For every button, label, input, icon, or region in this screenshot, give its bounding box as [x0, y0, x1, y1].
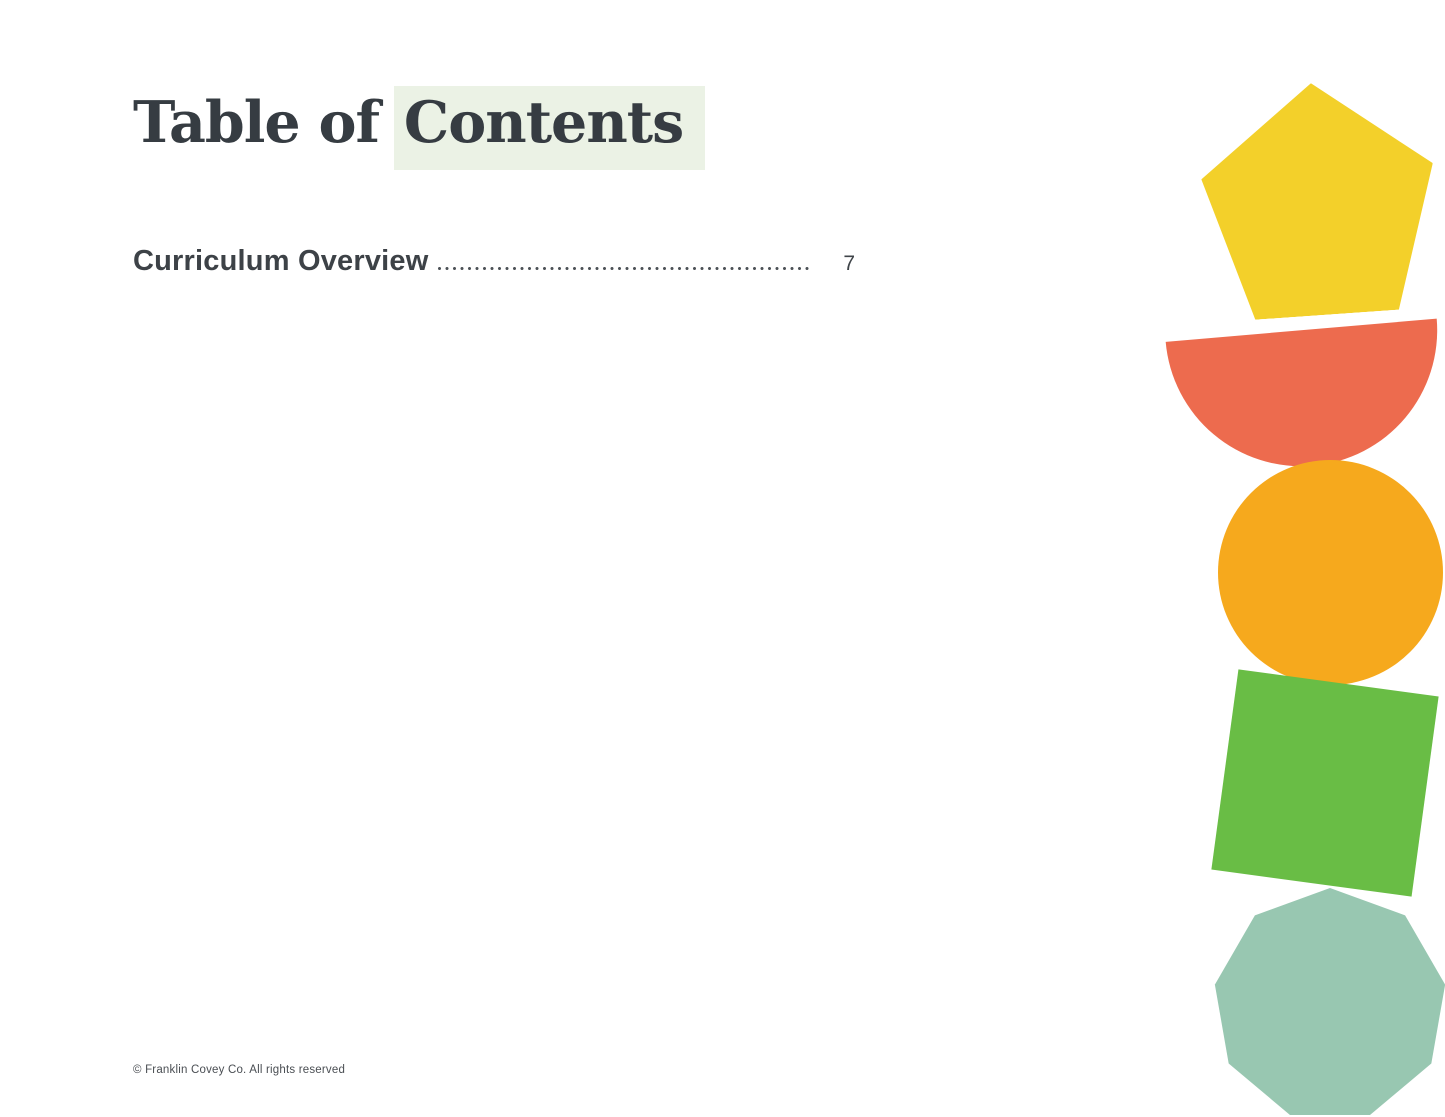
- nonagon-shape: [1214, 888, 1445, 1115]
- toc-list: Curriculum Overview7Notes for the Teache…: [133, 235, 855, 1117]
- toc-entry-label: Curriculum Overview: [133, 245, 429, 277]
- circle-shape: [1218, 460, 1443, 685]
- toc-entry: Curriculum Overview 7: [133, 235, 855, 1117]
- dotted-leader: [437, 267, 813, 270]
- page-title-highlighted: Contents: [393, 86, 706, 170]
- page-title: Table of Contents: [133, 82, 706, 170]
- square-shape: [1211, 669, 1439, 897]
- pentagon-shape: [1195, 75, 1443, 323]
- page-title-regular: Table of: [133, 89, 398, 156]
- copyright-notice: © Franklin Covey Co. All rights reserved: [133, 1064, 346, 1076]
- toc-entry-page: 7: [819, 247, 855, 1117]
- semicircle-shape: [1165, 318, 1445, 478]
